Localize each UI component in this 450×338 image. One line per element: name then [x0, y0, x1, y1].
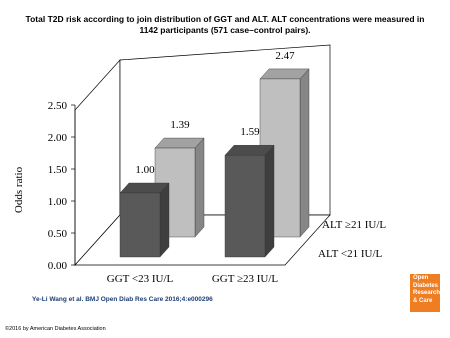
value-label: 1.59 — [240, 126, 260, 138]
y-tick-label: 1.50 — [48, 164, 68, 176]
x-tick-label: GGT ≥23 IU/L — [212, 273, 279, 285]
bar-face — [119, 192, 161, 258]
y-axis-title: Odds ratio — [13, 166, 25, 213]
bar-face — [264, 144, 275, 258]
y-tick-label: 0.00 — [48, 260, 68, 272]
bar — [154, 137, 205, 238]
legend-label: ALT <21 IU/L — [318, 248, 383, 260]
y-tick-label: 1.00 — [48, 196, 68, 208]
y-tick-label: 2.50 — [48, 100, 68, 112]
copyright: ©2016 by American Diabetes Association — [5, 326, 106, 332]
bar-face — [224, 155, 266, 258]
legend-label: ALT ≥21 IU/L — [322, 219, 386, 231]
y-tick-label: 0.50 — [48, 228, 68, 240]
bar — [119, 182, 170, 258]
source: Ye-Li Wang et al. BMJ Open Diab Res Care… — [32, 296, 213, 303]
chart-title: Total T2D risk according to join distrib… — [25, 14, 425, 35]
x-tick-label: GGT <23 IU/L — [107, 273, 174, 285]
y-tick-label: 2.00 — [48, 132, 68, 144]
bar — [224, 144, 275, 258]
bar-face — [159, 182, 170, 258]
logo: Open Diabetes Research & Care — [410, 274, 440, 312]
value-label: 1.00 — [135, 164, 155, 176]
value-label: 1.39 — [170, 119, 190, 131]
bar-face — [299, 68, 310, 238]
value-label: 2.47 — [275, 50, 295, 62]
bar-face — [194, 137, 205, 238]
